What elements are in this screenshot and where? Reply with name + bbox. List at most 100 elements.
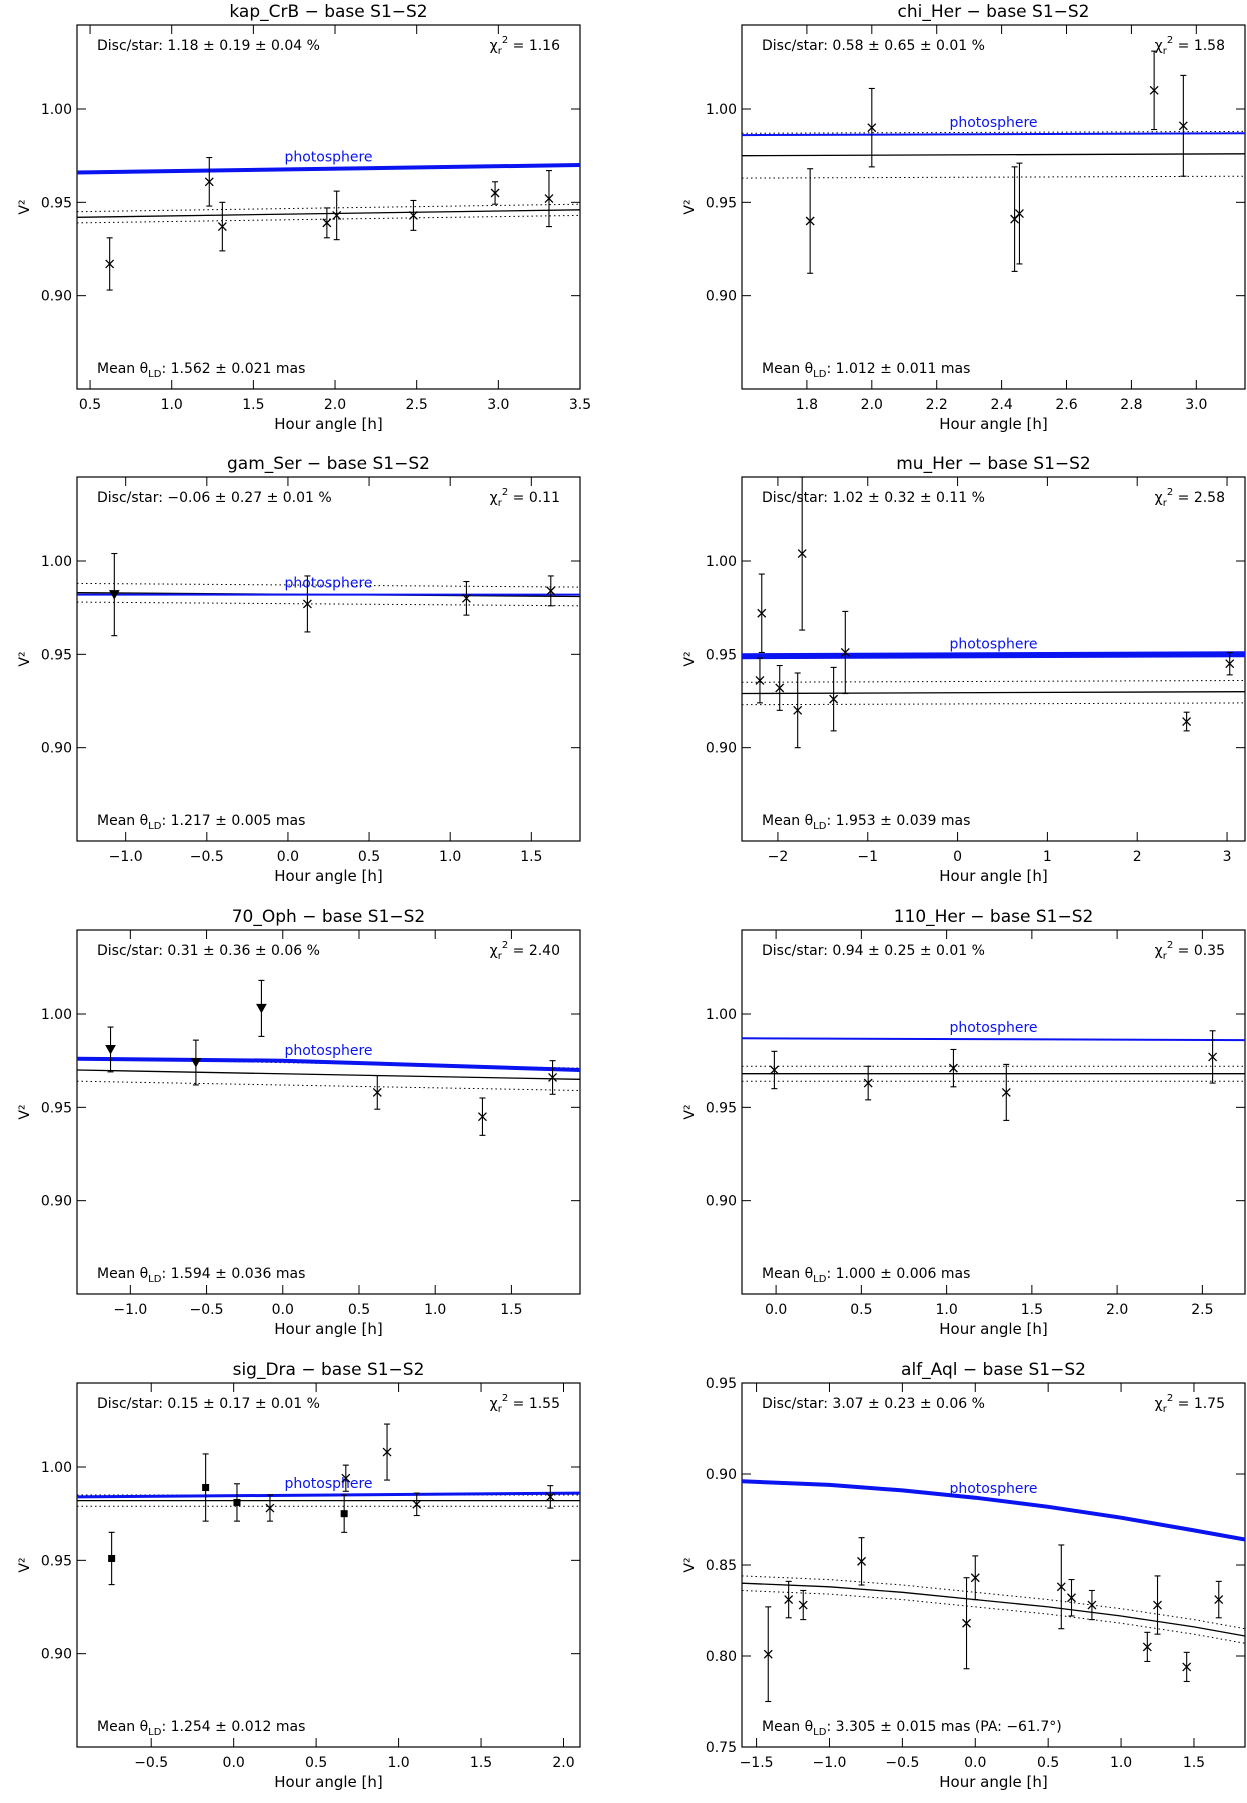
plot-frame bbox=[741, 24, 1246, 390]
x-tick-label: 2 bbox=[1133, 849, 1142, 865]
y-tick-label: 1.00 bbox=[41, 102, 72, 118]
model-fit-line bbox=[742, 153, 1245, 157]
x-tick-label: −1.0 bbox=[812, 1755, 846, 1771]
chart-panel: gam_Ser − base S1−S2 −1.0 −0.5 0.0 0.5 1.0 1.5… bbox=[17, 454, 581, 885]
data-point bbox=[840, 610, 850, 695]
x-tick-label: 1.8 bbox=[796, 397, 818, 413]
photosphere-line bbox=[742, 651, 1245, 660]
data-point bbox=[1149, 50, 1159, 131]
marker-cross bbox=[204, 177, 214, 187]
disc-star-annotation: Disc/star: 0.58 ± 0.65 ± 0.01 % bbox=[762, 38, 985, 54]
photosphere-line bbox=[742, 1479, 1245, 1542]
x-tick-label: 2.8 bbox=[1120, 397, 1142, 413]
marker-cross bbox=[105, 259, 115, 269]
marker-cross bbox=[757, 608, 767, 618]
x-tick-label: 2.0 bbox=[1106, 1302, 1128, 1318]
chart-title: mu_Her − base S1−S2 bbox=[896, 454, 1091, 474]
lines-layer bbox=[742, 1479, 1245, 1644]
x-tick-label: 1.5 bbox=[1021, 1302, 1043, 1318]
chi2-annotation: χr2 = 0.35 bbox=[1155, 940, 1225, 962]
data-point bbox=[763, 1606, 773, 1703]
marker-cross bbox=[545, 1492, 555, 1502]
y-tick-label: 0.95 bbox=[41, 1100, 72, 1116]
chart-title: 110_Her − base S1−S2 bbox=[894, 907, 1094, 927]
y-tick-label: 0.80 bbox=[706, 1649, 737, 1665]
plot-frame bbox=[76, 929, 581, 1295]
y-tick-label: 0.95 bbox=[41, 647, 72, 663]
data-point bbox=[1208, 1030, 1218, 1084]
x-tick-label: 2.2 bbox=[926, 397, 948, 413]
lines-layer bbox=[742, 651, 1245, 706]
marker-cross bbox=[784, 1595, 794, 1605]
x-tick-label: 3.0 bbox=[1185, 397, 1207, 413]
x-tick-label: 1.5 bbox=[520, 849, 542, 865]
marker-cross bbox=[477, 1112, 487, 1122]
x-tick-label: 1.5 bbox=[1183, 1755, 1205, 1771]
photosphere-label: photosphere bbox=[949, 636, 1037, 652]
lines-layer bbox=[742, 1037, 1245, 1082]
disc-star-annotation: Disc/star: 1.18 ± 0.19 ± 0.04 % bbox=[97, 38, 320, 54]
y-tick-label: 1.00 bbox=[706, 1007, 737, 1023]
data-point bbox=[202, 1453, 210, 1522]
x-tick-label: 2.5 bbox=[1191, 1302, 1213, 1318]
data-point bbox=[546, 575, 556, 607]
marker-cross bbox=[544, 194, 554, 204]
y-tick-label: 0.95 bbox=[706, 1100, 737, 1116]
marker-cross bbox=[217, 222, 227, 232]
plot-frame bbox=[76, 24, 581, 390]
model-lower-bound bbox=[77, 601, 580, 607]
model-fit-line bbox=[742, 691, 1245, 695]
chart-panel: chi_Her − base S1−S2 1.8 2.0 2.2 2.4 2.6 2.8 3.… bbox=[682, 2, 1246, 433]
data-point bbox=[970, 1555, 980, 1601]
y-tick-label: 0.90 bbox=[41, 1194, 72, 1210]
x-tick-label: 0.5 bbox=[79, 397, 101, 413]
x-tick-label: 1 bbox=[1043, 849, 1052, 865]
y-tick-label: 1.00 bbox=[706, 102, 737, 118]
x-tick-label: −1.0 bbox=[113, 1302, 147, 1318]
photosphere-label: photosphere bbox=[949, 115, 1037, 131]
marker-cross bbox=[840, 648, 850, 657]
y-tick-label: 0.90 bbox=[706, 1467, 737, 1483]
mean-diameter-annotation: Mean θLD: 1.217 ± 0.005 mas bbox=[97, 813, 305, 832]
disc-star-annotation: Disc/star: 0.15 ± 0.17 ± 0.01 % bbox=[97, 1396, 320, 1412]
data-point bbox=[204, 156, 214, 207]
y-tick-label: 1.00 bbox=[706, 554, 737, 570]
y-axis-label: V² bbox=[17, 1104, 33, 1119]
y-tick-label: 1.00 bbox=[41, 1460, 72, 1476]
x-tick-label: −0.5 bbox=[190, 1302, 224, 1318]
marker-cross bbox=[408, 210, 418, 220]
model-lower-bound bbox=[77, 214, 580, 224]
data-point bbox=[105, 1026, 116, 1073]
model-lower-bound bbox=[742, 702, 1245, 706]
data-point bbox=[105, 237, 115, 291]
chi2-annotation: χr2 = 2.58 bbox=[1155, 487, 1225, 509]
chart-title: sig_Dra − base S1−S2 bbox=[233, 1360, 425, 1380]
y-tick-label: 0.90 bbox=[706, 741, 737, 757]
x-tick-label: 0.0 bbox=[765, 1302, 787, 1318]
x-axis-label: Hour angle [h] bbox=[939, 1773, 1048, 1791]
photosphere-line bbox=[77, 1056, 580, 1072]
data-point bbox=[769, 1050, 779, 1090]
chi2-annotation: χr2 = 2.40 bbox=[490, 940, 560, 962]
model-upper-bound bbox=[742, 130, 1245, 134]
data-point bbox=[332, 190, 342, 241]
x-axis-label: Hour angle [h] bbox=[939, 1320, 1048, 1338]
data-point bbox=[1067, 1579, 1076, 1617]
photosphere-label: photosphere bbox=[949, 1020, 1037, 1036]
data-point bbox=[857, 1537, 867, 1586]
marker-cross bbox=[372, 1087, 382, 1097]
photosphere-line bbox=[742, 1037, 1245, 1042]
marker-cross bbox=[755, 676, 765, 685]
data-point bbox=[805, 168, 815, 274]
y-axis-label: V² bbox=[682, 199, 698, 214]
marker-cross bbox=[490, 188, 500, 198]
chi2-annotation: χr2 = 1.58 bbox=[1155, 35, 1225, 57]
x-tick-label: 1.5 bbox=[470, 1755, 492, 1771]
data-point bbox=[775, 664, 785, 711]
x-tick-label: 0 bbox=[953, 849, 962, 865]
x-tick-label: −0.5 bbox=[190, 849, 224, 865]
chart-panel: 110_Her − base S1−S2 0.0 0.5 1.0 1.5 2.0 2.5 0.… bbox=[682, 907, 1246, 1338]
data-point bbox=[322, 207, 332, 239]
data-point bbox=[798, 1589, 808, 1621]
model-fit-line bbox=[742, 1582, 1245, 1637]
